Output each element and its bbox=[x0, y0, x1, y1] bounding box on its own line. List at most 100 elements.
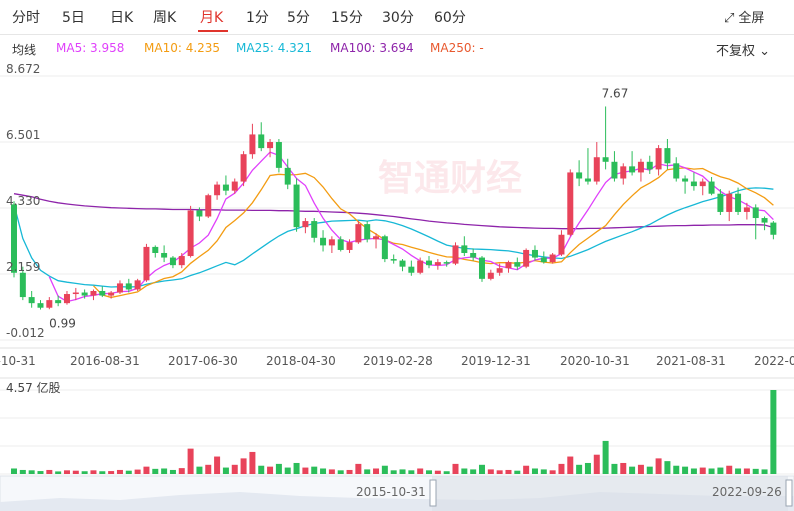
volume-bar bbox=[373, 468, 380, 474]
candle-body bbox=[205, 195, 212, 217]
candle-body bbox=[673, 163, 680, 179]
time-tick-label: 2020-10-31 bbox=[560, 354, 630, 368]
candle bbox=[169, 256, 176, 269]
candle-body bbox=[540, 257, 547, 263]
candle bbox=[275, 138, 282, 173]
volume-bar bbox=[46, 469, 53, 474]
candle bbox=[770, 221, 777, 240]
low-annotation: 0.99 bbox=[49, 317, 76, 331]
candle bbox=[726, 190, 733, 222]
fullscreen-button[interactable]: ⤢ 全屏 bbox=[724, 7, 764, 26]
tab-7[interactable]: 15分 bbox=[331, 10, 363, 26]
candle-body bbox=[90, 290, 97, 296]
ma10-line bbox=[93, 167, 774, 299]
candle bbox=[214, 181, 221, 200]
candle-body bbox=[690, 181, 697, 187]
tab-5[interactable]: 1分 bbox=[246, 10, 269, 26]
candle-body bbox=[637, 161, 644, 173]
candle-body bbox=[761, 218, 768, 223]
candle bbox=[328, 236, 335, 253]
candle bbox=[63, 290, 70, 305]
volume-bar bbox=[567, 456, 574, 474]
candle bbox=[673, 157, 680, 182]
candle-body bbox=[81, 292, 88, 296]
volume-bar bbox=[717, 467, 724, 474]
candle-body bbox=[743, 207, 750, 212]
volume-bar bbox=[549, 470, 556, 474]
candle-body bbox=[267, 142, 274, 149]
candle bbox=[249, 123, 256, 159]
navigator-left-handle bbox=[429, 479, 437, 507]
candle bbox=[540, 251, 547, 264]
candle bbox=[134, 278, 141, 291]
candle bbox=[28, 290, 35, 308]
candle-body bbox=[161, 252, 168, 258]
tab-3[interactable]: 周K bbox=[153, 10, 177, 26]
tab-2[interactable]: 日K bbox=[110, 10, 134, 26]
candle bbox=[664, 138, 671, 170]
tab-9[interactable]: 60分 bbox=[434, 10, 466, 26]
candle-body bbox=[470, 252, 477, 258]
candle bbox=[90, 289, 97, 301]
candle bbox=[682, 175, 689, 194]
candle bbox=[496, 263, 503, 276]
volume-bar bbox=[531, 468, 538, 474]
volume-bar bbox=[63, 470, 70, 474]
volume-bar bbox=[355, 463, 362, 474]
price-annotations: 7.67 0.99 bbox=[49, 86, 628, 330]
candle bbox=[205, 193, 212, 219]
tab-6[interactable]: 5分 bbox=[287, 10, 310, 26]
candle-body bbox=[620, 166, 627, 179]
candle bbox=[629, 151, 636, 176]
candle-body bbox=[770, 222, 777, 235]
candle-body bbox=[523, 249, 530, 267]
ma10-value: MA10: 4.235 bbox=[144, 41, 221, 55]
volume-bar bbox=[196, 466, 203, 474]
candle bbox=[452, 242, 459, 266]
kline-chart[interactable]: 智通财经 8.672 6.501 4.330 2.159 -0.012 2015-10-… bbox=[0, 62, 794, 511]
volume-bar bbox=[514, 470, 521, 474]
candle bbox=[523, 248, 530, 269]
volume-bar bbox=[646, 466, 653, 474]
volume-bar bbox=[222, 467, 229, 474]
volume-bar bbox=[37, 471, 44, 474]
candle-body bbox=[134, 280, 141, 290]
volume-bar bbox=[293, 462, 300, 474]
tab-0[interactable]: 分时 bbox=[12, 10, 40, 26]
volume-bar bbox=[593, 454, 600, 474]
candle bbox=[752, 204, 759, 240]
candle bbox=[620, 163, 627, 185]
candle-body bbox=[611, 161, 618, 179]
candle bbox=[390, 254, 397, 264]
ma25-line bbox=[13, 187, 774, 288]
volume-bar bbox=[205, 464, 212, 474]
candle bbox=[593, 142, 600, 185]
volume-bar bbox=[558, 463, 565, 474]
chevron-down-icon: ⌄ bbox=[759, 44, 771, 59]
candle-body bbox=[275, 142, 282, 168]
time-tick-label: 2016-08-31 bbox=[70, 354, 140, 368]
candle-body bbox=[487, 272, 494, 279]
tab-4[interactable]: 月K bbox=[200, 10, 224, 26]
candle-body bbox=[452, 245, 459, 264]
volume-bar bbox=[275, 463, 282, 474]
candle bbox=[602, 106, 609, 170]
volume-bar bbox=[116, 469, 123, 474]
candle bbox=[699, 178, 706, 196]
candle-body bbox=[408, 266, 415, 273]
volume-bar bbox=[28, 470, 35, 474]
candle-body bbox=[258, 134, 265, 149]
candle-body bbox=[108, 292, 115, 296]
candle-body bbox=[646, 161, 653, 170]
adjust-dropdown[interactable]: 不复权 ⌄ bbox=[716, 40, 770, 59]
candle-body bbox=[558, 234, 565, 255]
candle bbox=[717, 189, 724, 215]
tab-8[interactable]: 30分 bbox=[382, 10, 414, 26]
candle-body bbox=[72, 292, 79, 295]
candle-body bbox=[355, 224, 362, 243]
volume-bar bbox=[161, 468, 168, 474]
candle bbox=[443, 260, 450, 267]
volume-bar bbox=[620, 462, 627, 474]
candle bbox=[690, 172, 697, 191]
tab-1[interactable]: 5日 bbox=[62, 10, 85, 26]
